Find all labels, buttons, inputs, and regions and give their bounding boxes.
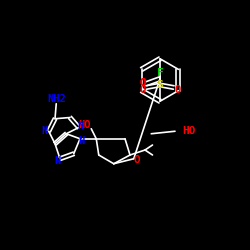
Text: O: O (139, 78, 146, 88)
Text: O: O (139, 78, 146, 88)
Text: N: N (54, 156, 60, 166)
Text: S: S (156, 80, 164, 90)
Text: N: N (42, 126, 48, 136)
Text: N: N (77, 121, 83, 131)
Text: HO: HO (78, 120, 90, 130)
Text: NH2: NH2 (47, 94, 66, 104)
Text: O: O (134, 155, 140, 165)
Text: O: O (140, 85, 145, 95)
Text: HO: HO (182, 126, 196, 136)
Text: N: N (78, 136, 84, 146)
Text: F: F (156, 68, 164, 78)
Text: O: O (174, 85, 181, 95)
